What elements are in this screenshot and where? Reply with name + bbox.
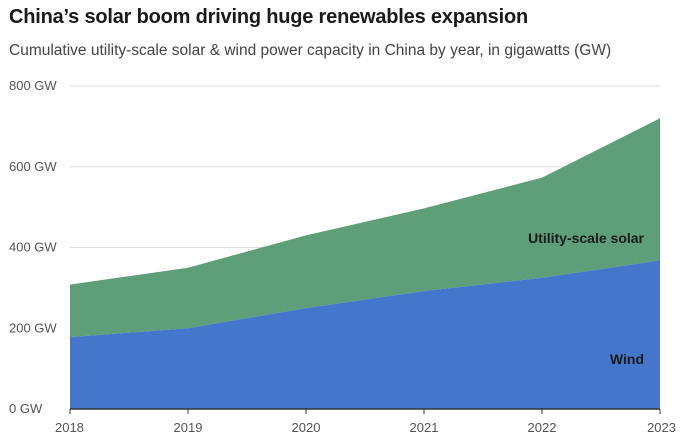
axis-layer: 0 GW 200 GW 400 GW 600 GW 800 GW 2018 2019 2020… [9, 78, 676, 435]
y-tick-label: 0 GW [9, 401, 43, 416]
y-tick-label: 600 GW [9, 159, 57, 174]
series-label-solar: Utility-scale solar [528, 230, 644, 246]
x-tick-label: 2023 [647, 420, 676, 435]
x-tick-label: 2022 [528, 420, 557, 435]
area-layer [70, 118, 660, 409]
solar-area [70, 118, 660, 338]
series-label-wind: Wind [610, 351, 644, 367]
x-tick-label: 2021 [410, 420, 439, 435]
x-tick-label: 2020 [292, 420, 321, 435]
x-tick-label: 2018 [55, 420, 84, 435]
x-tick-label: 2019 [174, 420, 203, 435]
y-tick-label: 800 GW [9, 78, 57, 93]
wind-area [70, 260, 660, 409]
y-tick-label: 400 GW [9, 240, 57, 255]
y-tick-label: 200 GW [9, 320, 57, 335]
chart-subtitle: Cumulative utility-scale solar & wind po… [9, 42, 612, 59]
chart-title: China’s solar boom driving huge renewabl… [9, 6, 528, 28]
series-labels: Utility-scale solar Wind [528, 230, 644, 367]
